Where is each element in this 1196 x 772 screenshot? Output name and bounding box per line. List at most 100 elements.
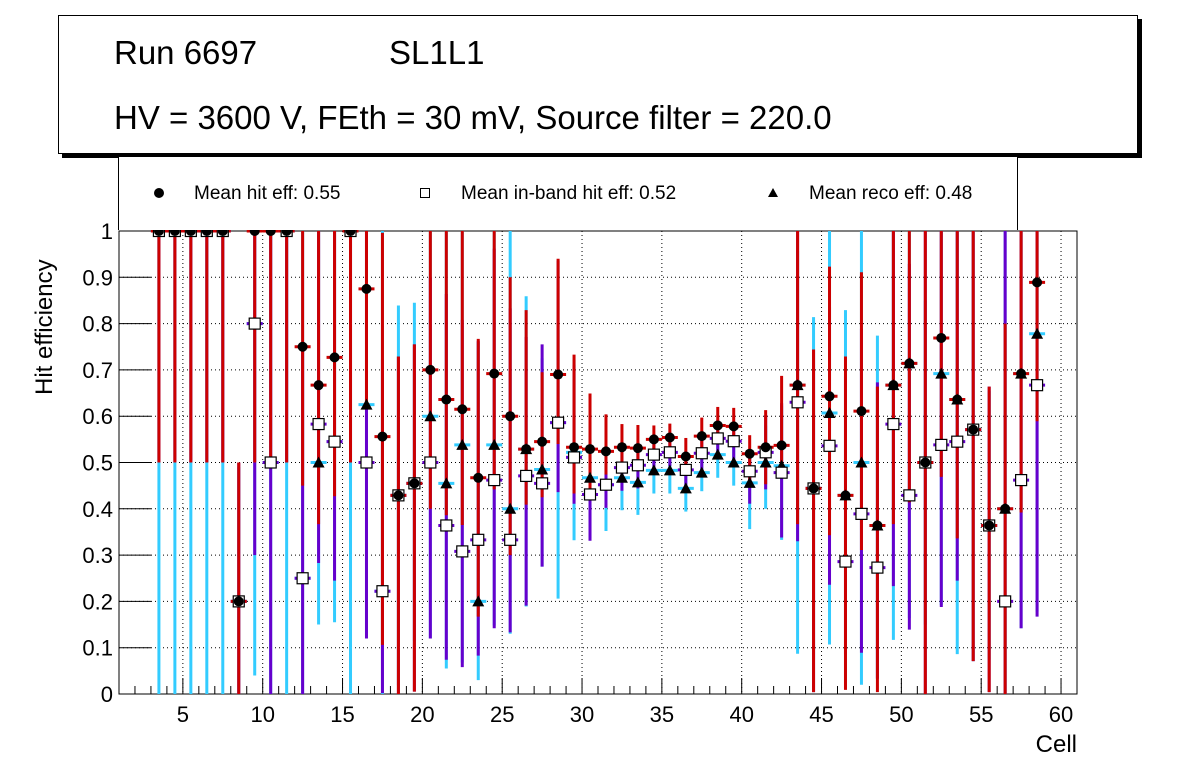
point-hit — [696, 431, 707, 442]
open-square-icon — [420, 188, 430, 198]
x-tick-label: 10 — [250, 702, 274, 727]
y-tick-label: 0.1 — [82, 636, 113, 661]
y-axis-label: Hit efficiency — [31, 259, 58, 395]
run-label: Run 6697 — [114, 34, 258, 71]
point-reco — [488, 438, 501, 450]
point-inband — [935, 438, 948, 452]
point-reco — [759, 456, 772, 468]
point-inband — [839, 555, 852, 568]
x-tick-label: 25 — [490, 702, 514, 727]
point-inband — [551, 416, 565, 429]
point-inband — [647, 448, 660, 461]
point-inband — [1015, 473, 1028, 487]
point-hit — [680, 451, 691, 462]
point-hit — [632, 443, 643, 454]
point-hit — [393, 490, 404, 501]
point-inband — [599, 478, 613, 491]
x-tick-label: 55 — [969, 702, 993, 727]
y-tick-label: 0.6 — [82, 404, 113, 429]
point-hit — [952, 394, 963, 405]
point-inband — [504, 533, 517, 546]
y-tick-label: 0.4 — [82, 497, 113, 522]
point-inband — [1030, 379, 1044, 392]
point-reco — [615, 471, 628, 483]
point-reco — [631, 476, 644, 488]
point-hit — [776, 440, 787, 451]
point-reco — [472, 595, 485, 607]
point-hit — [744, 448, 755, 459]
point-inband — [583, 488, 597, 501]
point-reco — [584, 471, 597, 483]
x-tick-label: 20 — [410, 702, 434, 727]
conditions-label: HV = 3600 V, FEth = 30 mV, Source filter… — [114, 99, 832, 136]
point-hit — [840, 490, 851, 501]
point-hit — [856, 406, 867, 417]
point-inband — [999, 595, 1012, 608]
point-hit — [792, 380, 803, 391]
legend-item-reco: Mean reco eff: 0.48 — [809, 183, 973, 204]
point-inband — [791, 396, 804, 409]
point-hit — [808, 483, 819, 494]
point-hit — [313, 380, 324, 391]
legend-item-inband: Mean in-band hit eff: 0.52 — [461, 183, 677, 204]
point-inband — [440, 519, 453, 532]
point-hit — [425, 364, 436, 375]
point-reco — [855, 456, 868, 468]
y-tick-label: 0.5 — [82, 451, 113, 476]
point-reco — [360, 398, 373, 410]
point-inband — [328, 435, 341, 448]
error-bars — [150, 229, 1046, 694]
point-hit — [904, 358, 915, 369]
point-reco — [823, 406, 836, 418]
point-inband — [631, 459, 645, 472]
point-hit — [616, 442, 627, 453]
point-inband — [679, 463, 692, 477]
axis-ticks: 5 10 15 20 25 30 35 40 45 50 55 60 0 0.1 0.2 0.3 0.4 0.5 0… — [82, 219, 1078, 727]
point-inband — [823, 439, 836, 452]
point-hit — [728, 421, 739, 432]
x-tick-label: 50 — [889, 702, 913, 727]
y-tick-label: 0.9 — [82, 265, 113, 290]
point-hit — [984, 520, 995, 531]
point-inband — [903, 489, 916, 502]
x-tick-label: 30 — [570, 702, 594, 727]
point-inband — [520, 469, 533, 483]
point-inband — [360, 456, 373, 469]
point-reco — [647, 464, 660, 476]
point-inband — [456, 545, 469, 558]
legend: Mean hit eff: 0.55 Mean in-band hit eff:… — [118, 157, 1018, 230]
point-inband — [488, 473, 501, 487]
point-inband — [743, 465, 756, 478]
point-hit — [457, 404, 468, 415]
point-inband — [951, 435, 964, 448]
point-hit — [936, 332, 947, 343]
point-hit — [441, 394, 452, 405]
layer-label: SL1L1 — [389, 34, 485, 71]
point-reco — [743, 476, 756, 488]
point-hit — [473, 472, 484, 483]
data-markers — [152, 224, 1044, 608]
point-reco — [440, 477, 453, 489]
x-tick-label: 60 — [1049, 702, 1073, 727]
point-hit — [569, 442, 580, 453]
point-hit — [329, 352, 340, 363]
point-reco — [679, 482, 692, 494]
y-tick-label: 1 — [101, 219, 113, 244]
point-inband — [248, 317, 261, 330]
point-inband — [887, 417, 900, 431]
point-hit — [648, 434, 659, 445]
point-hit — [600, 446, 611, 457]
point-hit — [664, 432, 675, 443]
x-tick-label: 40 — [729, 702, 753, 727]
y-tick-label: 0.3 — [82, 543, 113, 568]
point-reco — [456, 438, 469, 450]
x-tick-label: 45 — [809, 702, 833, 727]
point-reco — [711, 448, 724, 460]
point-hit — [297, 341, 308, 352]
filled-circle-icon — [154, 188, 164, 198]
legend-item-hit: Mean hit eff: 0.55 — [194, 183, 341, 204]
point-inband — [727, 435, 740, 448]
point-hit — [233, 596, 244, 607]
x-tick-label: 35 — [650, 702, 674, 727]
title-box: Run 6697 SL1L1 HV = 3600 V, FEth = 30 mV… — [58, 15, 1138, 154]
